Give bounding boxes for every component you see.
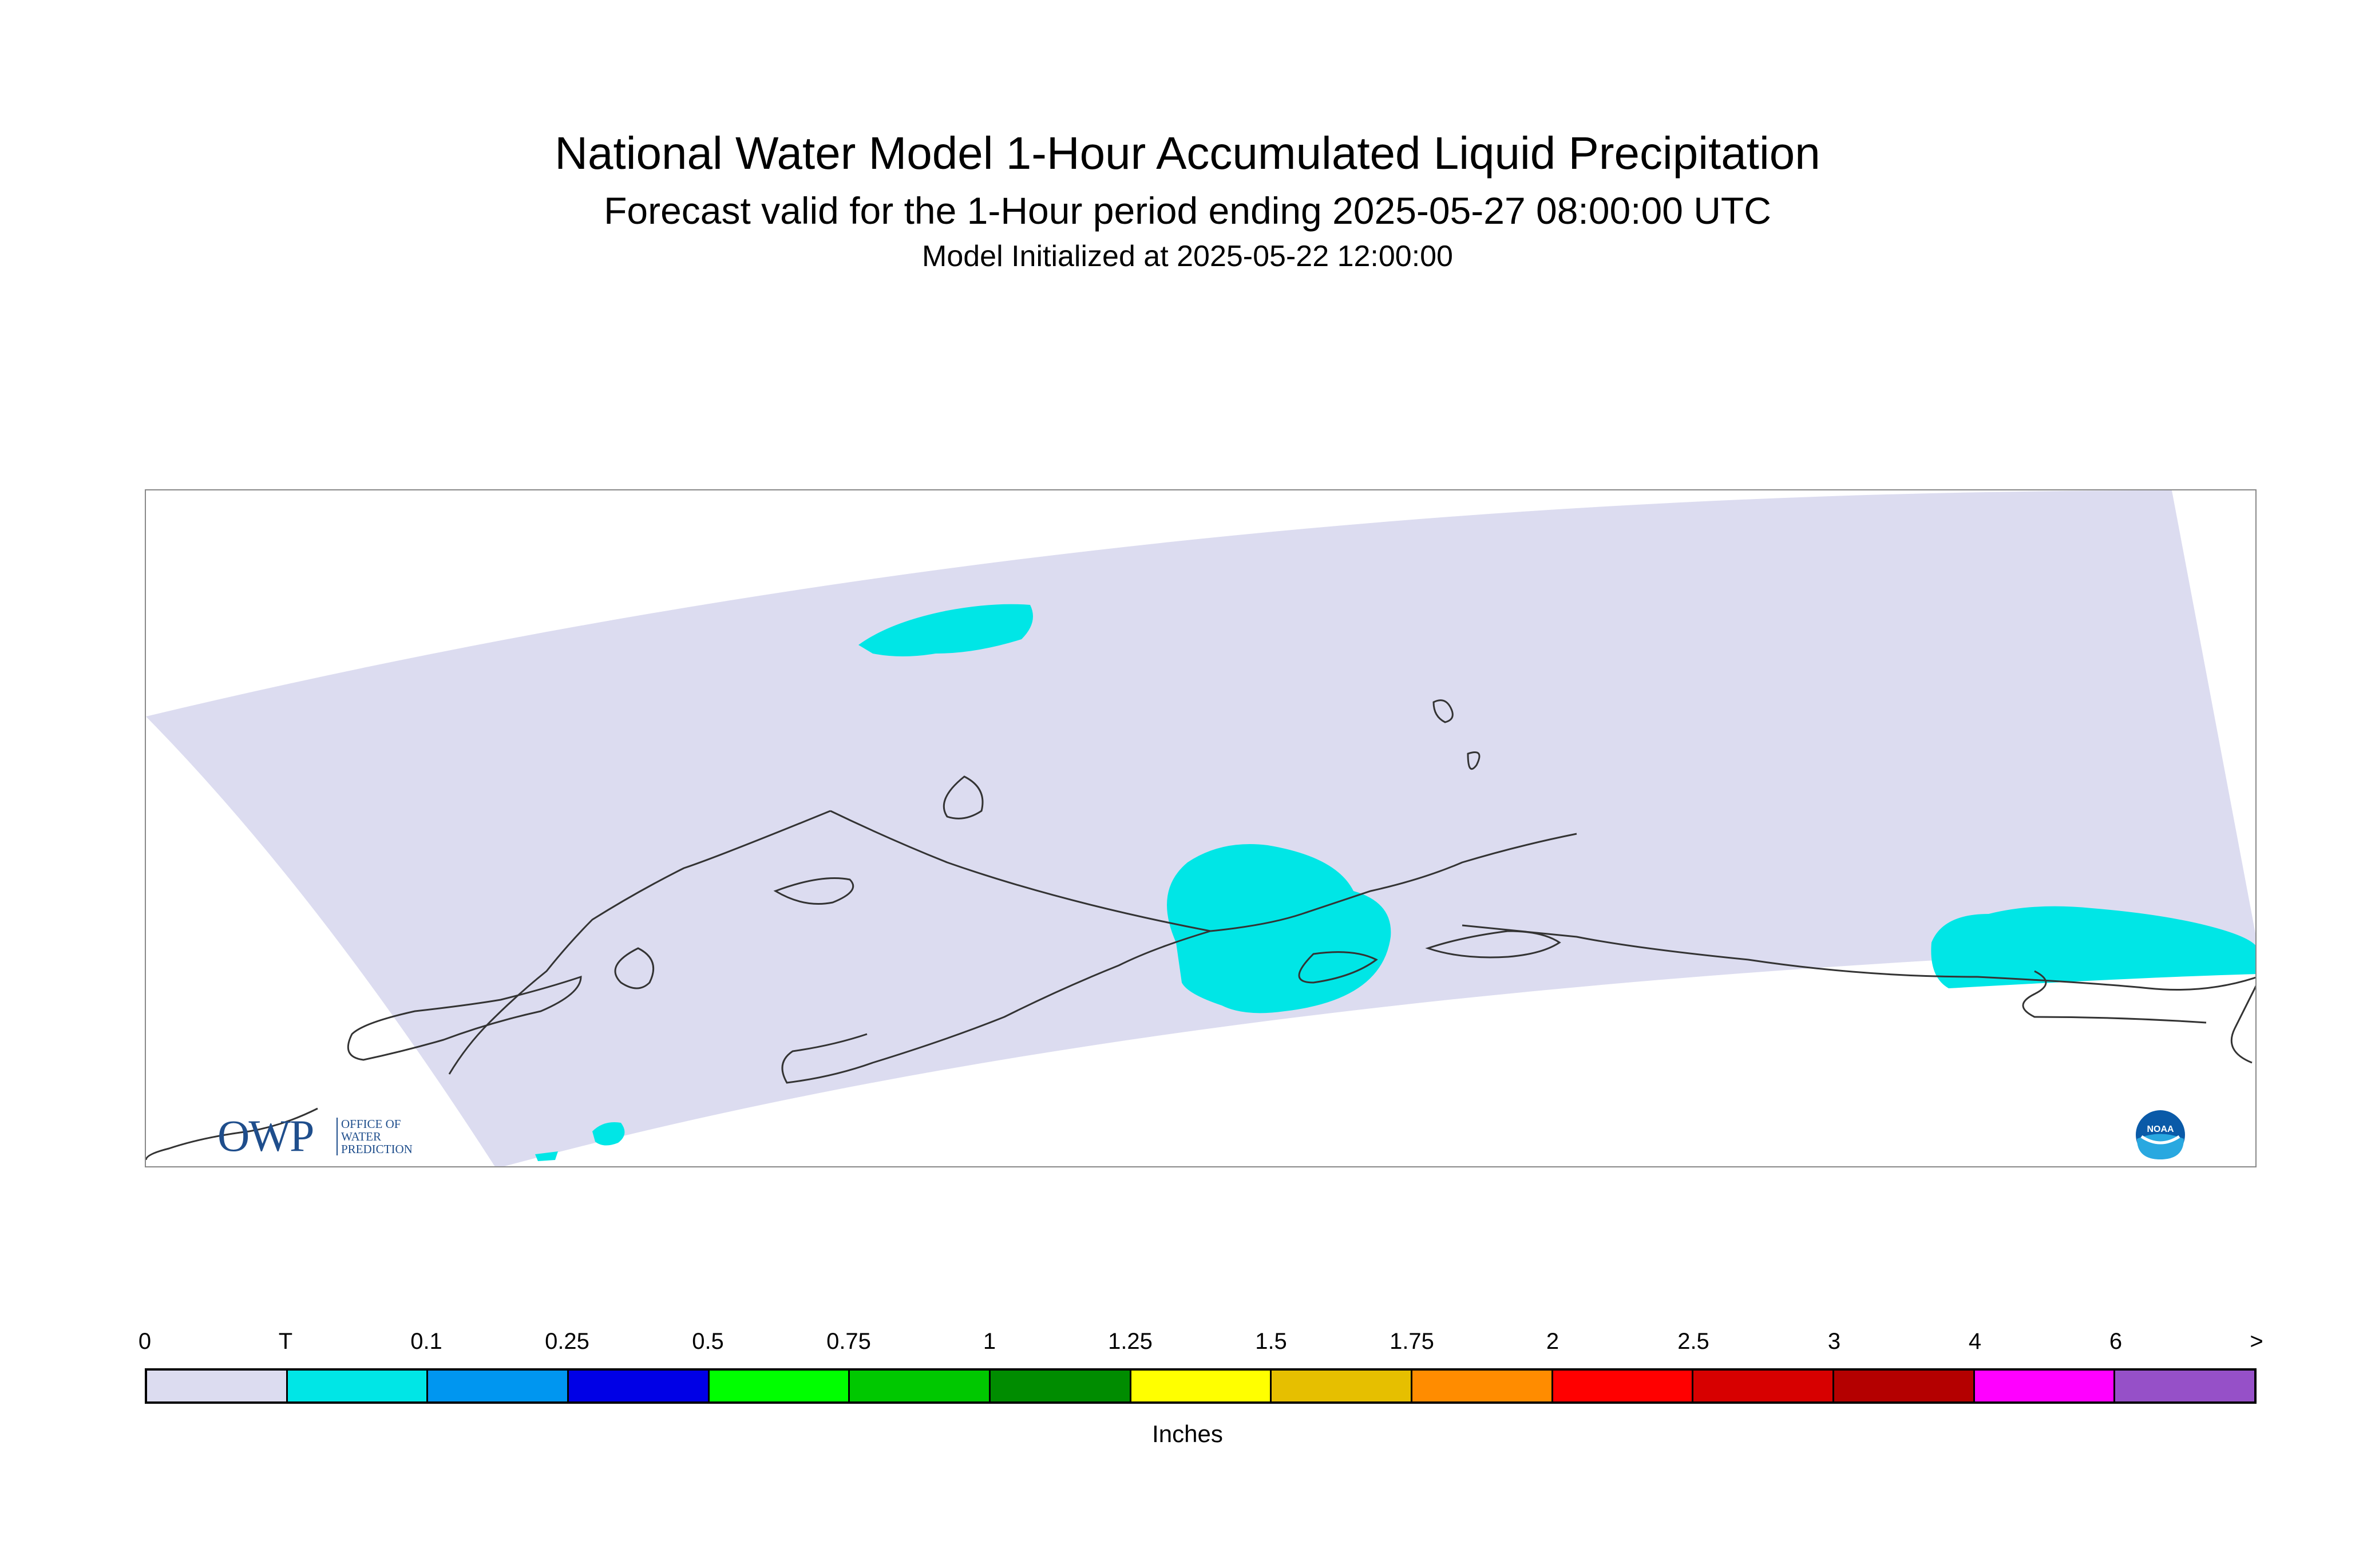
- map-canvas: [146, 490, 2255, 1166]
- model-init-line: Model Initialized at 2025-05-22 12:00:00: [922, 240, 1453, 273]
- map-subtitle: Forecast valid for the 1-Hour period end…: [604, 189, 1771, 232]
- trace-area-north: [858, 604, 1033, 656]
- owp-logo-line2: WATER: [341, 1130, 381, 1143]
- legend-tick-label: 3: [1827, 1329, 1841, 1354]
- legend-tick-label: 1.75: [1390, 1329, 1434, 1354]
- legend-bin-4: [709, 1371, 850, 1401]
- owp-logo-wordmark: OFFICE OF WATER PREDICTION: [337, 1118, 413, 1155]
- legend-bin-9: [1412, 1371, 1553, 1401]
- legend-tick-label: 1.5: [1255, 1329, 1287, 1354]
- legend-bin-7: [1131, 1371, 1272, 1401]
- legend-bin-3: [569, 1371, 710, 1401]
- legend-tick-label: 6: [2109, 1329, 2123, 1354]
- legend-tick-label: 1.25: [1108, 1329, 1153, 1354]
- legend-tick-label: 4: [1968, 1329, 1982, 1354]
- model-domain: [146, 490, 2255, 1166]
- legend-bin-14: [2115, 1371, 2255, 1401]
- map-title: National Water Model 1-Hour Accumulated …: [555, 128, 1820, 179]
- legend-bin-13: [1974, 1371, 2116, 1401]
- legend-units: Inches: [1152, 1420, 1223, 1447]
- owp-logo-line3: PREDICTION: [341, 1142, 413, 1156]
- coastlines: [146, 699, 2255, 1161]
- legend-tick-label: 2: [1546, 1329, 1559, 1354]
- trace-area-east: [1931, 906, 2255, 988]
- legend-bin-1: [287, 1371, 429, 1401]
- legend-tick-label: 0: [138, 1329, 152, 1354]
- color-legend-bar: [145, 1368, 2257, 1404]
- trace-area-central: [1167, 844, 1391, 1013]
- legend-tick-label: 0.75: [826, 1329, 871, 1354]
- owp-logo-mark: OWP: [217, 1111, 314, 1161]
- legend-bin-10: [1553, 1371, 1694, 1401]
- legend-bin-11: [1693, 1371, 1835, 1401]
- legend-tick-label: 0.1: [410, 1329, 442, 1354]
- legend-tick-label: 1: [983, 1329, 996, 1354]
- legend-tick-label: 2.5: [1677, 1329, 1709, 1354]
- noaa-logo: NOAA: [2136, 1110, 2185, 1159]
- legend-bin-2: [428, 1371, 569, 1401]
- trace-area-southwest: [535, 1122, 625, 1161]
- legend-bin-6: [991, 1371, 1131, 1401]
- legend-tick-label: 0.5: [692, 1329, 724, 1354]
- noaa-logo-text: NOAA: [2147, 1124, 2174, 1134]
- legend-bin-8: [1272, 1371, 1413, 1401]
- legend-tick-label: >: [2250, 1329, 2263, 1354]
- legend-tick-label: 0.25: [545, 1329, 589, 1354]
- legend-bin-0: [147, 1371, 288, 1401]
- owp-logo-line1: OFFICE OF: [341, 1117, 401, 1131]
- map-panel: [145, 489, 2257, 1167]
- legend-bin-12: [1834, 1371, 1975, 1401]
- legend-tick-label: T: [278, 1329, 293, 1354]
- legend-bin-5: [850, 1371, 991, 1401]
